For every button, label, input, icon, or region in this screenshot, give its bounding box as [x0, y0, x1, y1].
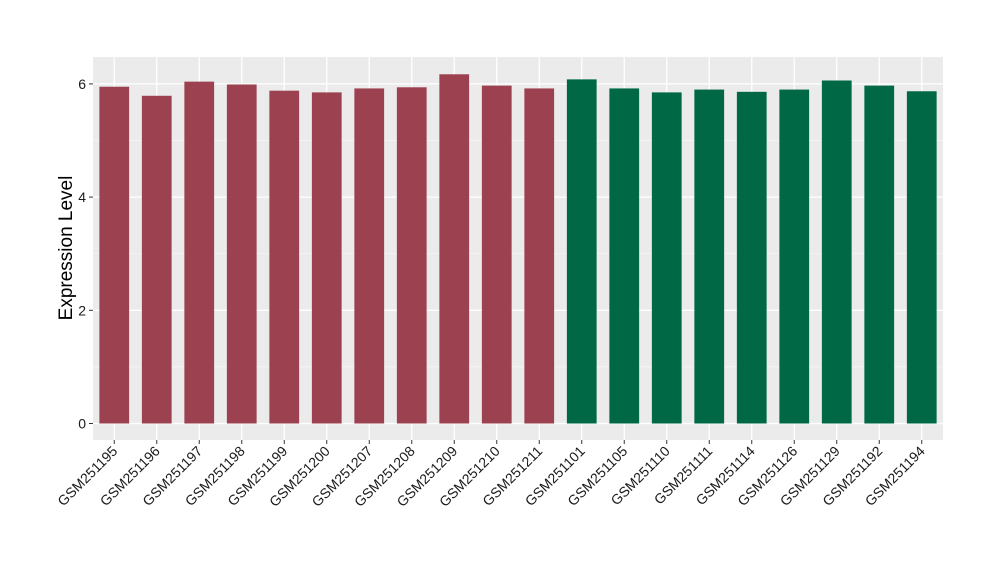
y-axis-title: Expression Level	[56, 176, 77, 321]
bar-gsm251209	[439, 74, 470, 424]
bar-gsm251196	[141, 95, 172, 424]
plot-panel	[93, 57, 943, 440]
bar-gsm251194	[906, 91, 937, 424]
bar-gsm251207	[354, 88, 385, 424]
bar-gsm251126	[779, 89, 810, 424]
bar-gsm251208	[396, 87, 427, 424]
bars	[99, 74, 937, 424]
bar-gsm251192	[864, 85, 895, 424]
bar-gsm251200	[311, 92, 342, 424]
bar-gsm251199	[269, 90, 300, 424]
bar-gsm251211	[524, 88, 555, 424]
x-axis: GSM251195GSM251196GSM251197GSM251198GSM2…	[54, 440, 928, 510]
bar-gsm251210	[481, 85, 512, 424]
bar-gsm251110	[651, 92, 682, 424]
y-tick-label: 6	[78, 76, 86, 92]
bar-gsm251195	[99, 86, 130, 424]
bar-gsm251101	[566, 79, 597, 424]
bar-gsm251198	[226, 84, 257, 424]
bar-gsm251105	[609, 88, 640, 424]
y-tick-label: 2	[78, 302, 86, 318]
y-tick-label: 0	[78, 416, 86, 432]
y-tick-label: 4	[78, 189, 86, 205]
bar-gsm251114	[736, 91, 767, 424]
bar-gsm251197	[184, 81, 215, 424]
y-axis: 0 2 4 6	[78, 76, 93, 432]
bar-gsm251129	[821, 80, 852, 424]
bar-gsm251111	[694, 89, 725, 424]
